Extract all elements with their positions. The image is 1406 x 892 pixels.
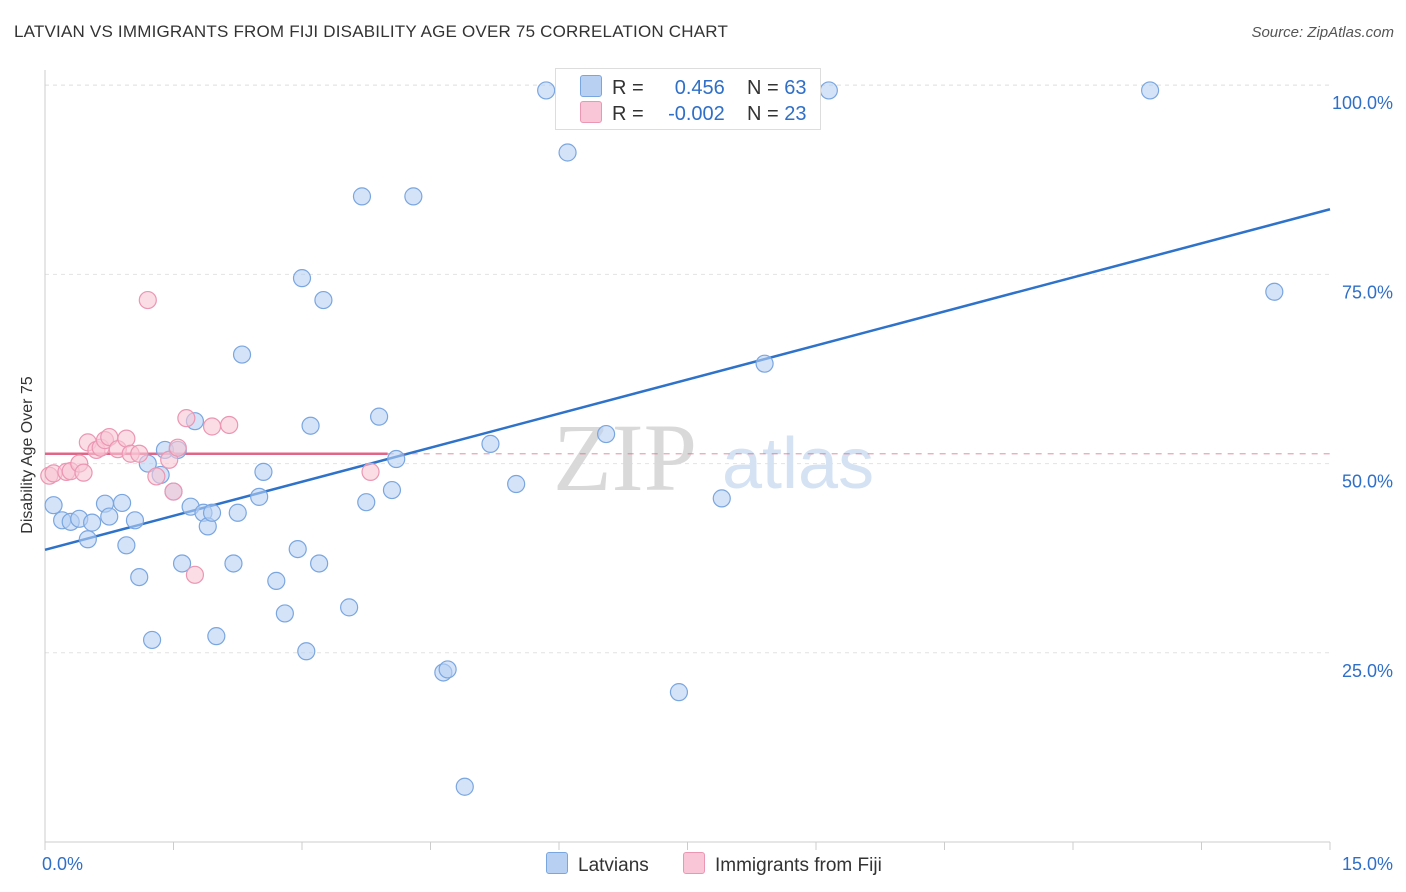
latvian-point [455,777,474,796]
latvian-point [1140,81,1160,100]
latvian-point [207,627,226,646]
latvian-point [310,554,329,573]
fiji-point [202,417,222,436]
latvian-point [669,683,689,702]
latvian-point [301,416,320,435]
fiji-point [74,463,93,482]
fiji-point [117,429,136,448]
legend-n-label: N = [747,77,779,99]
legend-row-latvians: R = 0.456 N = 63 [580,75,807,101]
legend-r-label: R = [612,103,644,125]
bottom-swatch-blue [546,852,568,874]
watermark-zip: ZIP [553,404,697,511]
stats-legend: R = 0.456 N = 63 R = -0.002 N = 23 [555,68,821,130]
latvian-point [292,269,312,288]
latvian-point [382,480,402,500]
watermark-atlas: atlas [722,424,874,504]
legend-r-value-fiji: -0.002 [668,103,725,125]
latvian-point [819,81,838,100]
latvian-point [387,449,406,469]
latvian-point [537,81,556,100]
latvian-point [755,354,774,373]
legend-r-value-latvians: 0.456 [674,77,725,99]
latvian-point [340,598,359,617]
legend-n-label: N = [747,103,779,125]
y-tick-label: 25.0% [1342,661,1393,681]
latvian-point [507,474,526,494]
bottom-swatch-pink [683,852,705,874]
latvian-point [78,530,97,549]
legend-n-value-fiji: 23 [784,103,807,125]
legend-swatch-pink [580,101,602,123]
fiji-point [168,438,187,457]
latvian-point [712,489,731,508]
bottom-legend-latvians-label: Latvians [578,855,649,876]
latvian-point [254,462,273,481]
latvian-point [288,539,307,559]
bottom-legend-fiji: Immigrants from Fiji [683,852,882,877]
latvian-point [130,567,149,587]
latvian-point [83,513,102,532]
latvian-point [357,493,376,512]
latvian-point [352,187,372,206]
fiji-point [147,467,166,486]
latvian-point [481,434,500,453]
latvian-point [1265,282,1284,301]
fiji-point [177,409,196,428]
latvian-point [172,554,192,573]
fiji-point [185,565,205,584]
latvian-point [117,536,136,555]
latvian-point [44,496,63,515]
fiji-point [130,444,149,463]
x-tick-label-max: 15.0% [1342,854,1393,874]
latvian-point [112,493,132,513]
legend-r-label: R = [612,77,644,99]
latvian-point [202,503,222,522]
source-label: Source: ZipAtlas.com [1251,24,1394,41]
latvian-point [558,143,577,162]
legend-n-value-latvians: 63 [784,77,807,99]
latvian-point [275,604,294,623]
latvian-point [404,187,423,206]
latvian-point [250,487,269,506]
x-tick-label-min: 0.0% [42,854,83,874]
latvian-point [297,642,316,661]
latvian-point [125,511,145,530]
latvian-point [100,507,119,526]
legend-swatch-blue [580,75,602,97]
fiji-point [138,290,157,310]
latvian-point [438,660,457,679]
latvian-point [314,290,333,310]
fiji-point [361,462,380,481]
fiji-point [164,482,183,501]
chart-title: LATVIAN VS IMMIGRANTS FROM FIJI DISABILI… [14,22,729,41]
bottom-legend-latvians: Latvians [546,852,649,877]
latvian-point [232,345,252,364]
latvian-point [597,424,616,444]
legend-row-fiji: R = -0.002 N = 23 [580,101,807,127]
bottom-legend-fiji-label: Immigrants from Fiji [715,855,882,876]
y-tick-label: 100.0% [1332,93,1393,113]
latvian-point [370,407,389,426]
latvian-point [142,630,162,650]
latvian-point [267,571,286,590]
y-tick-label: 50.0% [1342,472,1393,492]
latvian-point [224,554,243,573]
y-tick-label: 75.0% [1342,282,1393,302]
latvian-point [228,503,247,522]
fiji-point [220,415,239,435]
